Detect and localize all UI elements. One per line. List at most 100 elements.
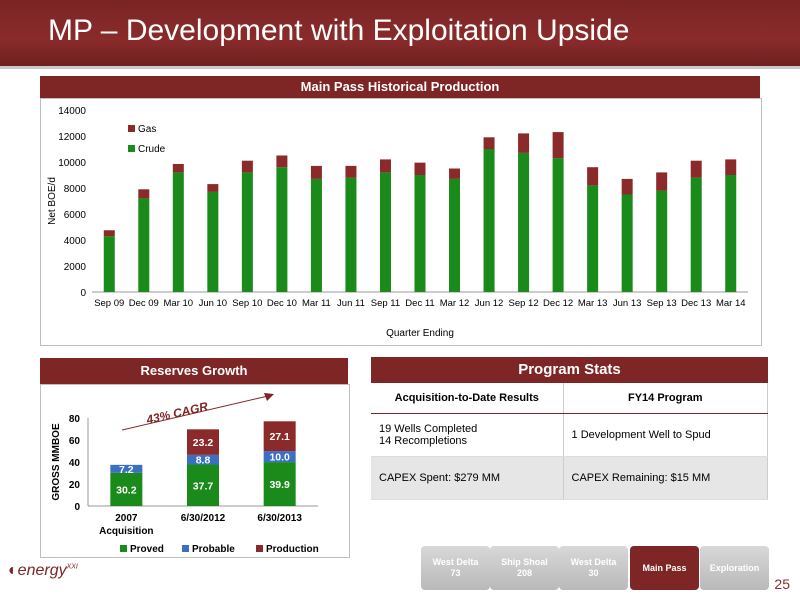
- y-tick-label: 10000: [58, 158, 86, 169]
- bar-gas: [725, 159, 737, 175]
- nav-tab-label: Ship Shoal: [501, 557, 548, 567]
- bar-gas: [345, 165, 357, 178]
- data-label: 27.1: [269, 431, 290, 443]
- legend-swatch-gas: [128, 125, 135, 132]
- page-title: MP – Development with Exploitation Upsid…: [48, 14, 630, 47]
- x-tick-label: Mar 14: [716, 298, 746, 309]
- bar-gas: [552, 132, 564, 159]
- bar-crude: [690, 177, 702, 292]
- nav-tab-label: 208: [516, 568, 532, 578]
- bar-probable: [187, 454, 219, 465]
- bar-probable: [263, 451, 296, 463]
- x-tick-label: Mar 11: [302, 298, 331, 309]
- data-label: 37.7: [193, 480, 214, 492]
- bar-crude: [656, 190, 668, 292]
- stats-wells-cell: 19 Wells Completed 14 Recompletions: [371, 413, 564, 457]
- x-tick-label: Mar 12: [440, 298, 470, 309]
- x-tick-label: 6/30/2012: [181, 513, 226, 524]
- x-tick-label: Mar 10: [164, 298, 194, 309]
- bar-crude: [345, 177, 357, 292]
- nav-tab-west-delta-73[interactable]: West Delta 73: [421, 546, 490, 590]
- x-tick-label: Jun 12: [475, 298, 504, 309]
- reserves-chart-title: Reserves Growth: [40, 358, 348, 384]
- stats-col-acquisition: Acquisition-to-Date Results: [371, 383, 564, 414]
- y-tick-label: 20: [69, 480, 81, 491]
- bar-proved: [187, 464, 219, 506]
- bar-gas: [656, 172, 668, 191]
- x-tick-label: Dec 13: [681, 298, 711, 309]
- main-chart-title: Main Pass Historical Production: [40, 76, 760, 98]
- x-tick-label: Sep 10: [232, 298, 262, 309]
- program-stats-table: Acquisition-to-Date Results FY14 Program…: [371, 383, 769, 500]
- bar-gas: [621, 178, 633, 195]
- bar-crude: [138, 198, 150, 292]
- y-tick-label: 2000: [64, 262, 87, 273]
- stats-capex-remaining: CAPEX Remaining: $15 MM: [563, 456, 769, 500]
- legend-label-production: Production: [266, 544, 319, 555]
- bar-crude: [621, 194, 633, 292]
- nav-tab-west-delta-30[interactable]: West Delta 30: [559, 546, 628, 590]
- nav-tab-main-pass[interactable]: Main Pass: [630, 546, 699, 590]
- data-label: 7.2: [119, 464, 134, 476]
- bar-gas: [379, 159, 391, 173]
- bar-crude: [103, 236, 115, 292]
- company-logo: ◐energyXXI: [8, 562, 78, 580]
- y-tick-label: 0: [74, 502, 80, 513]
- logo-text: energy: [17, 562, 67, 579]
- reserves-growth-chart: 0 20 40 60 80 GROSS MMBOE 30.2 7.2 2007 Acquisiti…: [51, 393, 319, 555]
- bar-crude: [552, 158, 564, 292]
- legend-label-gas: Gas: [138, 124, 156, 135]
- stats-capex-spent: CAPEX Spent: $279 MM: [371, 456, 564, 500]
- nav-tab-exploration[interactable]: Exploration: [700, 546, 769, 590]
- x-tick-label: Mar 13: [578, 298, 608, 309]
- program-stats-title: Program Stats: [371, 357, 768, 383]
- data-label: 39.9: [269, 479, 290, 491]
- x-tick-label: 2007: [115, 513, 138, 524]
- logo-swoosh-icon: ◐: [8, 562, 18, 579]
- bar-crude: [518, 152, 530, 292]
- y-axis-label: GROSS MMBOE: [51, 423, 62, 501]
- x-axis-label: Quarter Ending: [386, 328, 454, 339]
- x-tick-label: Dec 09: [129, 298, 159, 309]
- y-axis-label: Net BOE/d: [47, 177, 58, 225]
- bar-crude: [449, 178, 461, 292]
- data-label: 30.2: [116, 484, 137, 496]
- bar-gas: [310, 165, 322, 179]
- y-tick-label: 12000: [58, 132, 86, 143]
- bar-gas: [276, 155, 288, 168]
- data-label: 10.0: [269, 452, 290, 464]
- nav-tab-label: 73: [450, 568, 461, 578]
- x-tick-label: Sep 11: [371, 298, 400, 309]
- bar-crude: [310, 178, 322, 292]
- bar-proved: [110, 472, 143, 506]
- x-tick-label: Sep 09: [94, 298, 124, 309]
- stats-wells-completed: 19 Wells Completed: [379, 423, 478, 435]
- bar-proved: [263, 462, 296, 506]
- x-tick-label: Dec 12: [543, 298, 573, 309]
- bar-gas: [449, 168, 461, 179]
- nav-tab-ship-shoal-208[interactable]: Ship Shoal 208: [490, 546, 559, 590]
- bar-crude: [379, 172, 391, 292]
- y-tick-label: 4000: [64, 236, 87, 247]
- bar-gas: [518, 133, 530, 153]
- legend-label-crude: Crude: [138, 144, 166, 155]
- bar-crude: [414, 175, 426, 292]
- bar-gas: [241, 160, 253, 173]
- x-tick-label: Jun 13: [613, 298, 642, 309]
- x-tick-label: Dec 11: [405, 298, 434, 309]
- page-number: 25: [774, 576, 790, 592]
- bar-gas: [690, 160, 702, 178]
- nav-tab-label: West Delta: [570, 557, 617, 567]
- y-tick-label: 14000: [58, 106, 86, 117]
- cagr-arrow-head-icon: [264, 393, 274, 401]
- bar-crude: [587, 185, 599, 292]
- x-tick-label: 6/30/2013: [257, 513, 302, 524]
- bar-gas: [483, 137, 495, 149]
- bar-production: [263, 421, 296, 452]
- bar-gas: [587, 167, 599, 186]
- x-tick-label: Dec 10: [267, 298, 297, 309]
- legend-swatch-production: [256, 545, 263, 552]
- legend-swatch-proved: [120, 545, 127, 552]
- bar-production: [187, 429, 219, 455]
- y-tick-label: 8000: [64, 184, 87, 195]
